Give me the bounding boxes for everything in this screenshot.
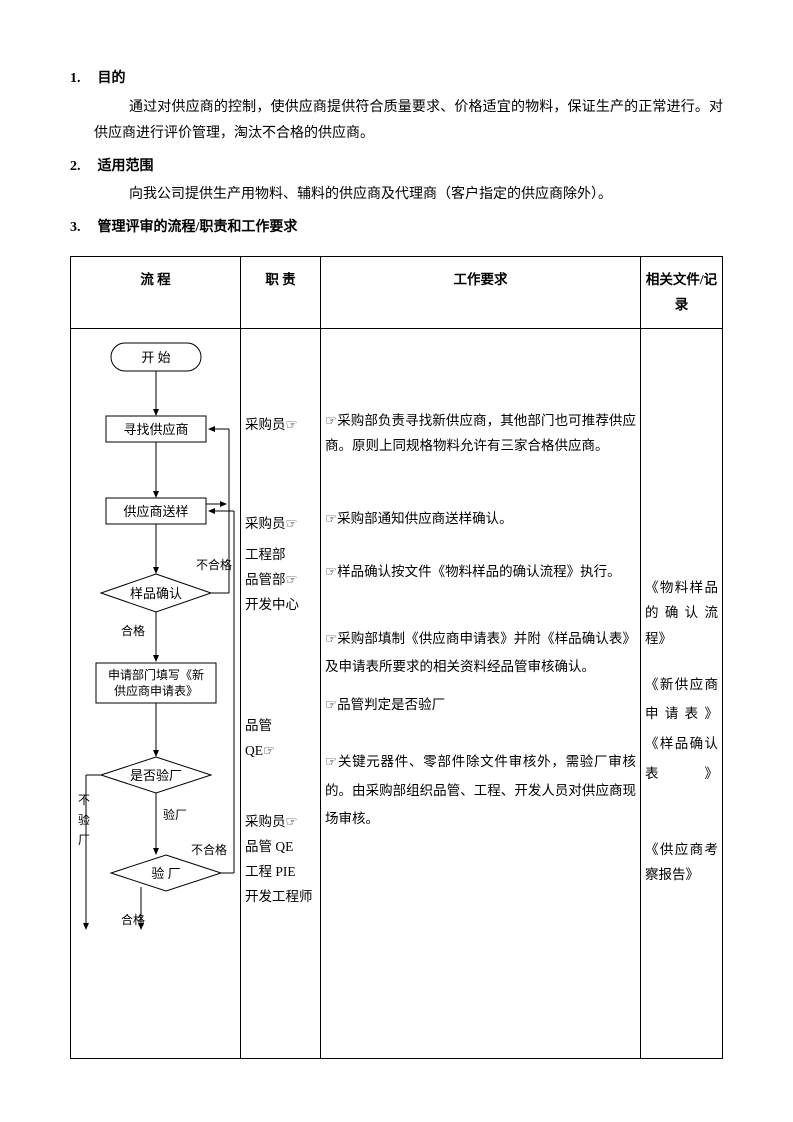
section-2: 2. 适用范围 向我公司提供生产用物料、辅料的供应商及代理商（客户指定的供应商除…	[70, 154, 723, 209]
resp-1: 采购员☞	[245, 413, 316, 438]
label-pass-1: 合格	[121, 623, 145, 638]
doc-3: 《供应商考察报告》	[645, 837, 718, 888]
resp-5b: 品管 QE	[245, 835, 316, 860]
label-fail-2: 不合格	[191, 842, 227, 857]
req-1: ☞采购部负责寻找新供应商，其他部门也可推荐供应商。原则上同规格物料允许有三家合格…	[325, 409, 636, 459]
node-sample: 供应商送样	[123, 504, 188, 519]
doc-1: 《物料样品的确认流程》	[645, 575, 718, 652]
req-4: ☞采购部填制《供应商申请表》并附《样品确认表》及申请表所要求的相关资料经品管审核…	[325, 625, 636, 682]
node-inspect: 验 厂	[151, 866, 180, 881]
section-3-num: 3.	[70, 215, 94, 242]
label-fail-1: 不合格	[196, 557, 232, 572]
section-2-body: 向我公司提供生产用物料、辅料的供应商及代理商（客户指定的供应商除外）。	[94, 182, 723, 209]
label-yes-inspect: 验厂	[163, 807, 187, 822]
section-2-num: 2.	[70, 154, 94, 181]
section-1-body: 通过对供应商的控制，使供应商提供符合质量要求、价格适宜的物料，保证生产的正常进行…	[94, 95, 723, 148]
section-1-num: 1.	[70, 66, 94, 93]
node-form-l1: 申请部门填写《新	[108, 667, 204, 682]
doc-2: 《新供应商申请表》《样品确认表》	[645, 670, 718, 789]
process-table: 流 程 职 责 工作要求 相关文件/记录 开 始	[70, 256, 723, 1059]
section-2-heading: 2. 适用范围	[70, 154, 723, 181]
resp-3b: 品管部☞	[245, 568, 316, 593]
node-find: 寻找供应商	[123, 422, 188, 437]
resp-3a: 工程部	[245, 543, 316, 568]
resp-3c: 开发中心	[245, 593, 316, 618]
label-noinspect-3: 厂	[78, 833, 90, 847]
section-1: 1. 目的 通过对供应商的控制，使供应商提供符合质量要求、价格适宜的物料，保证生…	[70, 66, 723, 148]
resp-4a: 品管	[245, 714, 316, 739]
section-3-title: 管理评审的流程/职责和工作要求	[98, 220, 298, 235]
node-form-l2: 供应商申请表》	[114, 683, 198, 698]
req-3: ☞样品确认按文件《物料样品的确认流程》执行。	[325, 560, 636, 585]
req-6: ☞关键元器件、零部件除文件审核外，需验厂审核的。由采购部组织品管、工程、开发人员…	[325, 748, 636, 833]
section-1-heading: 1. 目的	[70, 66, 723, 93]
resp-4b: QE☞	[245, 739, 316, 764]
section-3: 3. 管理评审的流程/职责和工作要求	[70, 215, 723, 242]
requirements-cell: ☞采购部负责寻找新供应商，其他部门也可推荐供应商。原则上同规格物料允许有三家合格…	[321, 328, 641, 1058]
section-2-title: 适用范围	[98, 159, 154, 174]
header-flow: 流 程	[71, 256, 241, 328]
table-header-row: 流 程 职 责 工作要求 相关文件/记录	[71, 256, 723, 328]
req-5: ☞品管判定是否验厂	[325, 693, 636, 718]
section-3-heading: 3. 管理评审的流程/职责和工作要求	[70, 215, 723, 242]
node-start: 开 始	[141, 350, 170, 365]
header-doc: 相关文件/记录	[641, 256, 723, 328]
responsibility-cell: 采购员☞ 采购员☞ 工程部 品管部☞ 开发中心 品管 QE☞ 采购员☞ 品管 Q…	[241, 328, 321, 1058]
section-1-title: 目的	[98, 71, 126, 86]
req-2: ☞采购部通知供应商送样确认。	[325, 507, 636, 532]
label-noinspect-1: 不	[78, 793, 90, 807]
resp-5d: 开发工程师	[245, 885, 316, 910]
header-req: 工作要求	[321, 256, 641, 328]
flowchart-svg: 开 始 寻找供应商 供应商送样 样品确认	[71, 329, 241, 1059]
resp-5a: 采购员☞	[245, 810, 316, 835]
node-confirm: 样品确认	[130, 586, 182, 601]
documents-cell: 《物料样品的确认流程》 《新供应商申请表》《样品确认表》 《供应商考察报告》	[641, 328, 723, 1058]
resp-5c: 工程 PIE	[245, 860, 316, 885]
label-noinspect-2: 验	[78, 812, 90, 827]
flowchart-cell: 开 始 寻找供应商 供应商送样 样品确认	[71, 328, 241, 1058]
resp-2: 采购员☞	[245, 512, 316, 537]
header-resp: 职 责	[241, 256, 321, 328]
node-inspect-q: 是否验厂	[130, 768, 182, 783]
table-body-row: 开 始 寻找供应商 供应商送样 样品确认	[71, 328, 723, 1058]
